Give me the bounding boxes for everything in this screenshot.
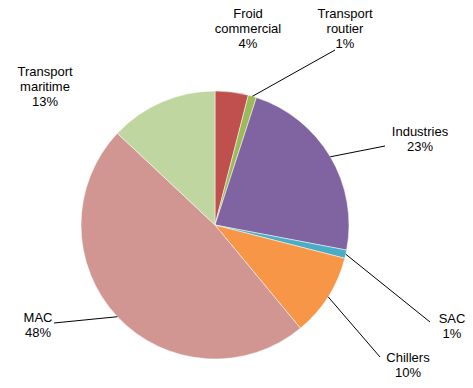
slice-label: Transportmaritime — [17, 64, 73, 94]
slice-label-line: Froid — [233, 6, 263, 21]
pie-slice — [117, 91, 215, 225]
slice-label-line: Transport — [17, 64, 73, 79]
data-label: 10% — [395, 365, 421, 380]
slice-label-line: SAC — [439, 311, 466, 326]
leader-line — [54, 317, 117, 323]
slice-label: Chillers — [386, 350, 430, 365]
slice-label-line: commercial — [215, 21, 282, 36]
slice-label-line: MAC — [24, 310, 53, 325]
data-labels: Froidcommercial4%Transportroutier1%Indus… — [17, 6, 465, 380]
slice-label-line: Chillers — [386, 350, 430, 365]
pie-slice — [215, 98, 349, 251]
chart: Froidcommercial4%Transportroutier1%Indus… — [0, 0, 473, 388]
data-label: 13% — [32, 94, 58, 109]
slice-label-line: Transport — [317, 6, 373, 21]
leader-line — [330, 146, 385, 157]
data-label: 48% — [25, 325, 51, 340]
data-label: 1% — [336, 36, 355, 51]
leader-line — [346, 254, 430, 322]
slice-label-line: routier — [327, 21, 365, 36]
slice-label: Industries — [392, 124, 449, 139]
data-label: 4% — [239, 36, 258, 51]
pie — [81, 91, 349, 359]
slice-label-line: Industries — [392, 124, 449, 139]
leader-line — [252, 50, 335, 96]
slice-label: SAC — [439, 311, 466, 326]
slice-label: MAC — [24, 310, 53, 325]
leader-line — [328, 297, 380, 357]
slice-label: Froidcommercial — [215, 6, 282, 36]
slice-label-line: maritime — [20, 79, 70, 94]
data-label: 23% — [407, 139, 433, 154]
slice-label: Transportroutier — [317, 6, 373, 36]
data-label: 1% — [443, 326, 462, 341]
